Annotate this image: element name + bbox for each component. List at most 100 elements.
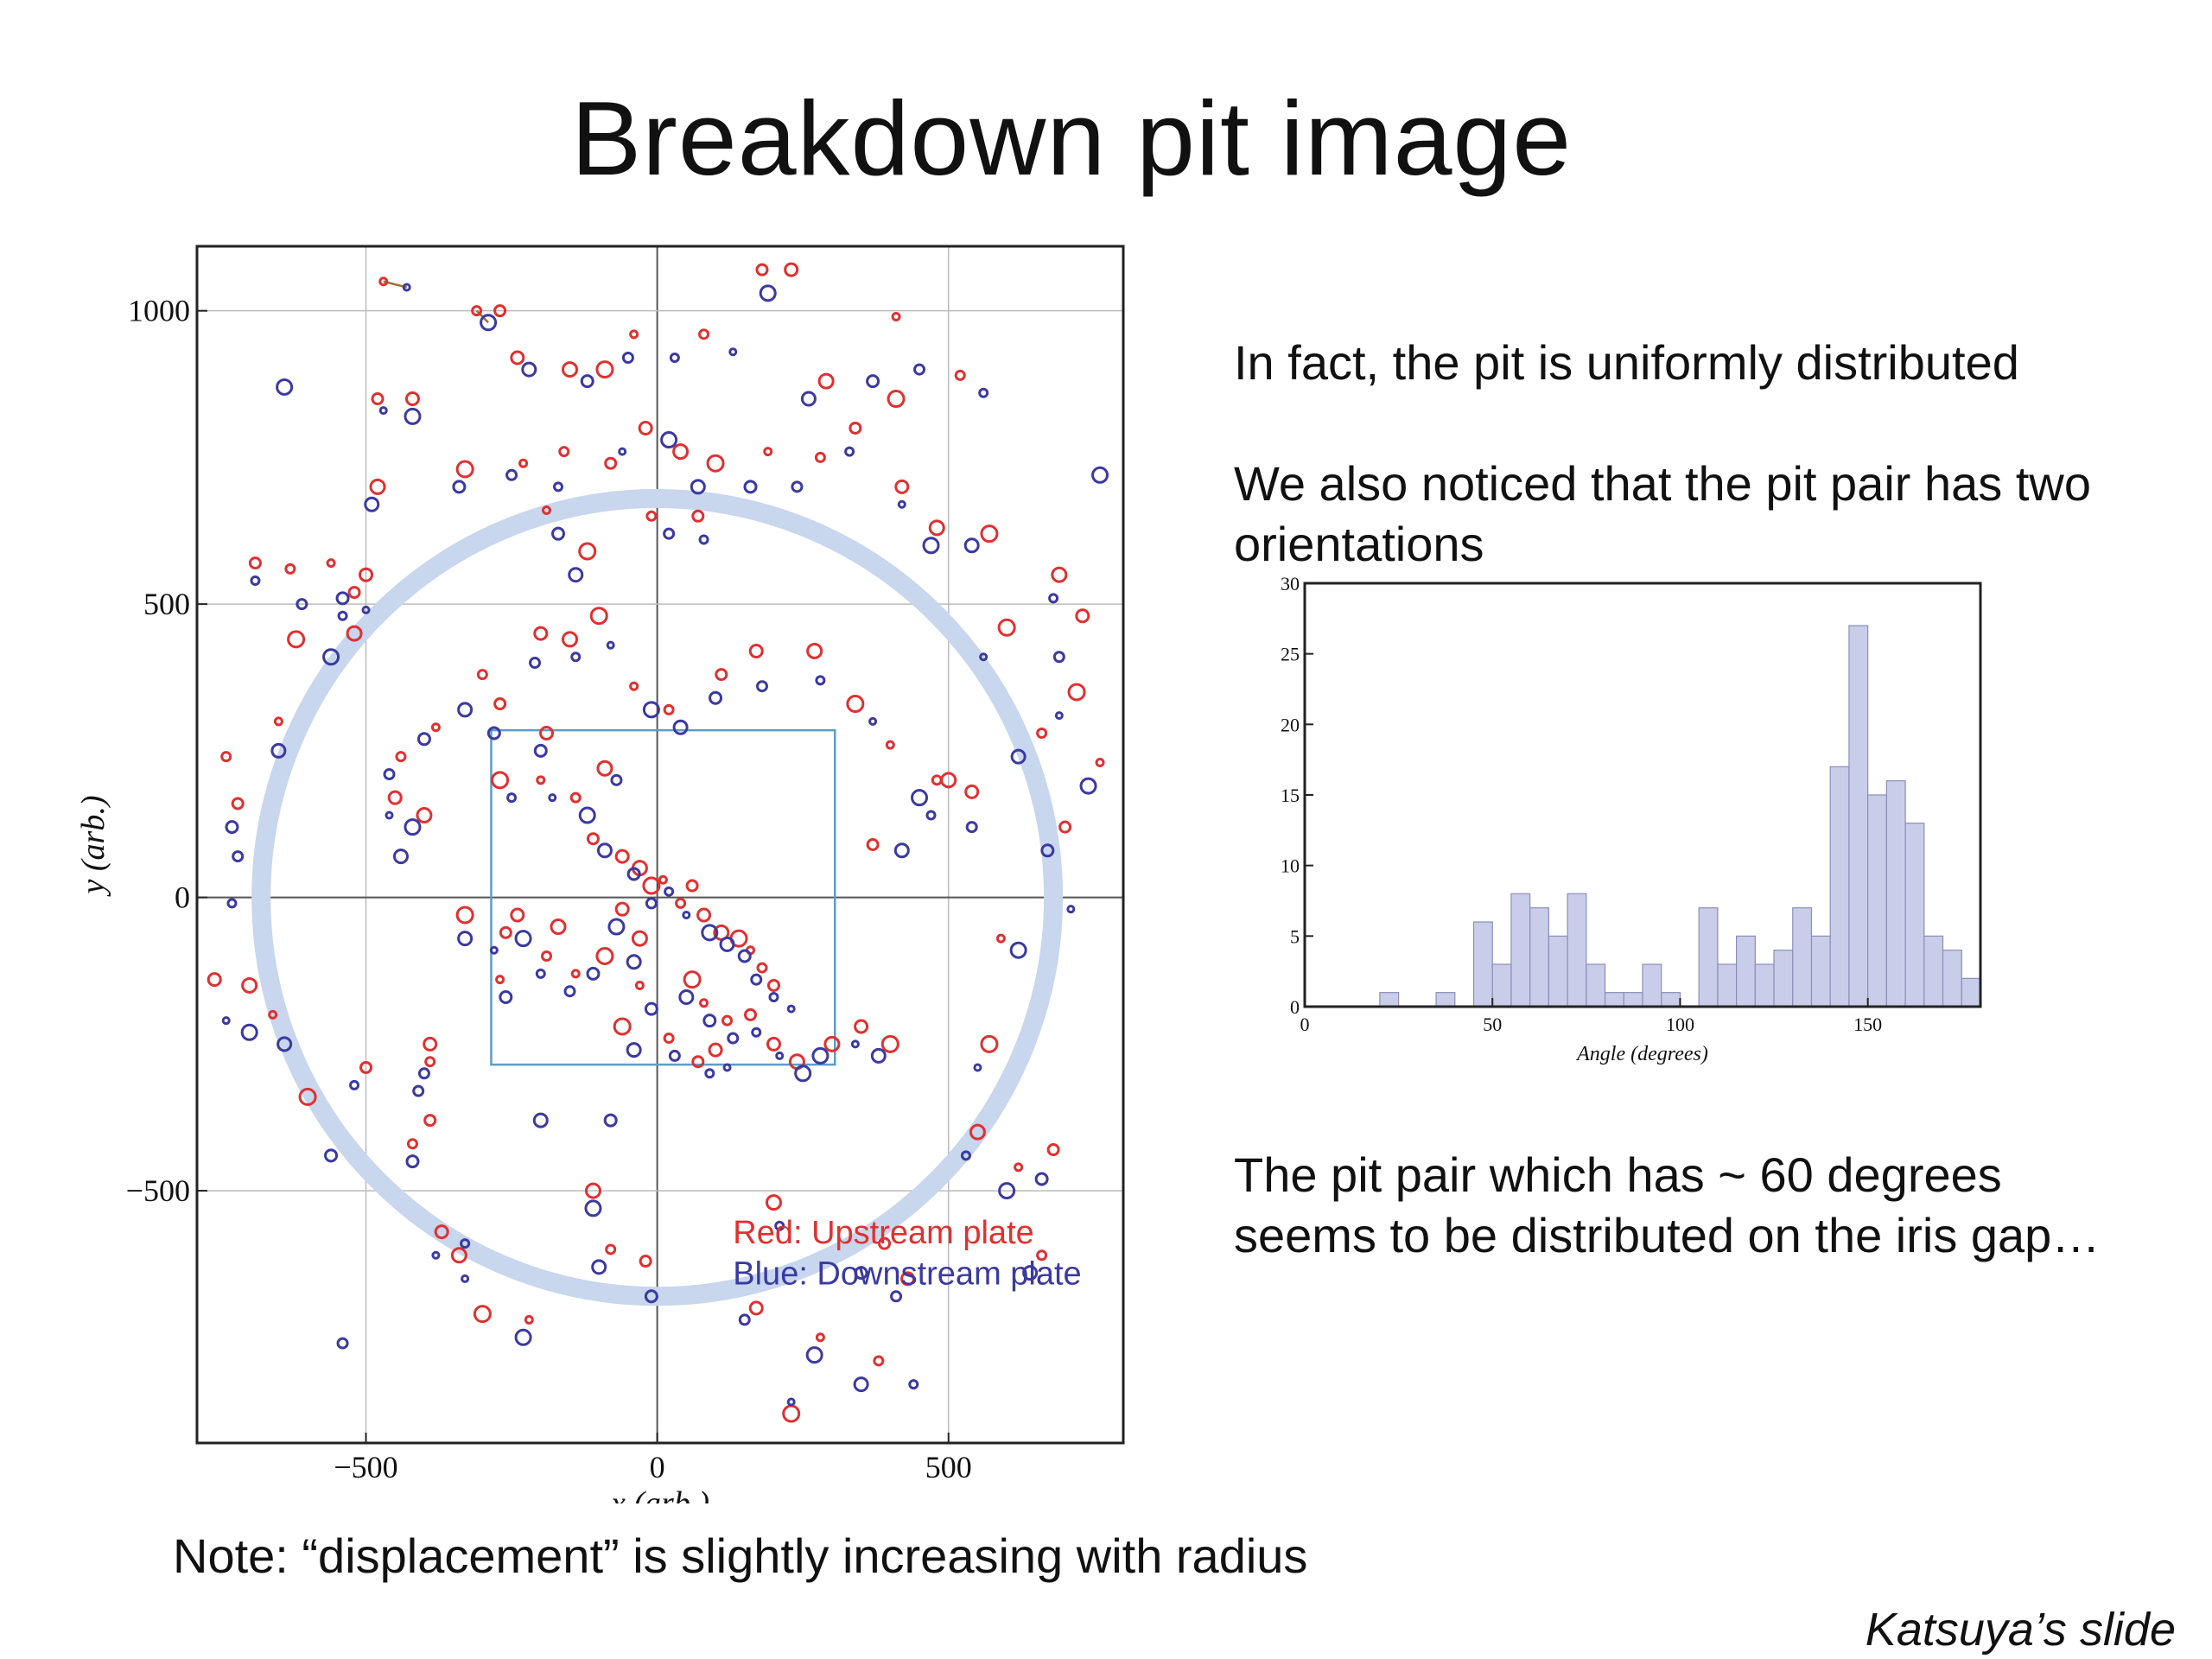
downstream-pit	[337, 610, 348, 621]
upstream-pit	[699, 998, 709, 1008]
downstream-pit	[719, 936, 735, 952]
text-iris-gap: The pit pair which has ~ 60 degrees seem…	[1234, 1147, 2101, 1262]
upstream-pit	[766, 978, 780, 992]
downstream-pit	[890, 1290, 903, 1303]
downstream-pit	[392, 849, 409, 865]
upstream-pit	[823, 1035, 841, 1052]
upstream-pit	[569, 791, 582, 804]
x-tick-label: −500	[334, 1450, 397, 1484]
upstream-pit	[887, 390, 906, 409]
downstream-pit	[702, 1014, 717, 1028]
downstream-pit	[965, 821, 978, 834]
downstream-pit	[815, 675, 826, 686]
upstream-pit	[326, 558, 336, 569]
hist-x-tick-label: 0	[1300, 1014, 1310, 1035]
upstream-pit	[885, 740, 895, 750]
upstream-pit	[424, 1056, 436, 1068]
upstream-pit	[997, 618, 1016, 637]
downstream-pit	[626, 867, 641, 881]
downstream-pit	[786, 1004, 796, 1014]
upstream-pit	[371, 392, 385, 406]
histogram-bar	[1792, 907, 1813, 1007]
scatter-svg: −500 0 500 −500 0 500 1000 x (arb.) y (arb.) Red:…	[75, 245, 1125, 1522]
upstream-pit	[715, 668, 728, 682]
upstream-pit	[631, 930, 648, 947]
downstream-pit	[794, 1065, 812, 1083]
downstream-pit	[607, 918, 626, 936]
upstream-pit	[614, 849, 630, 864]
hist-y-tick-label: 0	[1290, 996, 1300, 1018]
downstream-pit	[660, 431, 678, 449]
downstream-pit	[521, 361, 537, 378]
downstream-pit	[270, 742, 287, 759]
histogram-bar	[1698, 907, 1719, 1007]
downstream-pit	[532, 1112, 549, 1128]
histogram-bar	[1717, 963, 1738, 1007]
hist-x-tick-label: 50	[1483, 1014, 1502, 1035]
upstream-pit	[595, 946, 614, 965]
upstream-pit	[663, 1033, 675, 1045]
downstream-pit	[774, 1220, 785, 1231]
upstream-pit	[782, 1404, 801, 1423]
upstream-pit	[708, 1042, 723, 1058]
downstream-pit	[811, 1046, 830, 1065]
upstream-pit	[604, 456, 618, 470]
histogram-bar	[1604, 992, 1624, 1007]
downstream-pit	[361, 605, 371, 614]
downstream-pit	[618, 447, 627, 456]
downstream-pit	[644, 1001, 658, 1016]
upstream-pit	[493, 697, 507, 711]
downstream-pit	[276, 378, 294, 396]
downstream-pit	[672, 719, 689, 735]
slide-title: Breakdown pit image	[570, 79, 1573, 197]
upstream-pit	[387, 790, 403, 805]
downstream-pit	[743, 480, 758, 494]
downstream-pit	[737, 949, 752, 963]
upstream-pit	[510, 907, 525, 923]
downstream-pit	[584, 1199, 602, 1217]
upstream-pit	[595, 360, 614, 379]
downstream-pit	[296, 598, 308, 611]
upstream-pit	[493, 304, 507, 318]
downstream-pit	[529, 657, 542, 670]
upstream-pit	[347, 586, 361, 600]
upstream-pit	[518, 458, 529, 468]
downstream-pit	[960, 1150, 971, 1161]
downstream-pit	[698, 534, 709, 545]
downstream-pit	[505, 468, 518, 481]
upstream-pit	[430, 722, 441, 733]
downstream-pit	[751, 1027, 762, 1038]
downstream-pit	[738, 1313, 751, 1326]
downstream-pit	[908, 1379, 919, 1390]
upstream-pit	[1067, 683, 1086, 702]
upstream-pit	[542, 505, 552, 516]
upstream-pit	[499, 925, 512, 939]
downstream-pit	[416, 732, 431, 747]
upstream-pit	[550, 918, 567, 936]
downstream-pit	[452, 480, 467, 494]
downstream-pit	[626, 954, 642, 970]
downstream-pit	[486, 726, 501, 741]
upstream-pit	[691, 509, 705, 523]
downstream-pit	[800, 391, 817, 407]
downstream-pit	[922, 537, 940, 555]
histogram-bar	[1379, 992, 1400, 1007]
upstream-pit	[406, 1138, 418, 1150]
downstream-pit	[727, 1032, 740, 1045]
upstream-pit	[806, 642, 823, 659]
downstream-pit	[405, 1154, 420, 1169]
downstream-pit	[866, 374, 880, 389]
downstream-pit	[404, 407, 422, 425]
downstream-pit	[870, 1047, 887, 1064]
downstream-pit	[606, 640, 615, 650]
downstream-pit	[642, 701, 660, 719]
downstream-pit	[973, 1063, 982, 1072]
upstream-pit	[873, 1355, 885, 1367]
upstream-pit	[894, 479, 910, 494]
upstream-pit	[273, 716, 283, 727]
upstream-pit	[584, 1182, 601, 1199]
downstream-pit	[1091, 466, 1109, 484]
downstream-pit	[514, 1328, 532, 1346]
downstream-pit	[417, 1067, 430, 1080]
histogram-bar	[1472, 921, 1493, 1007]
